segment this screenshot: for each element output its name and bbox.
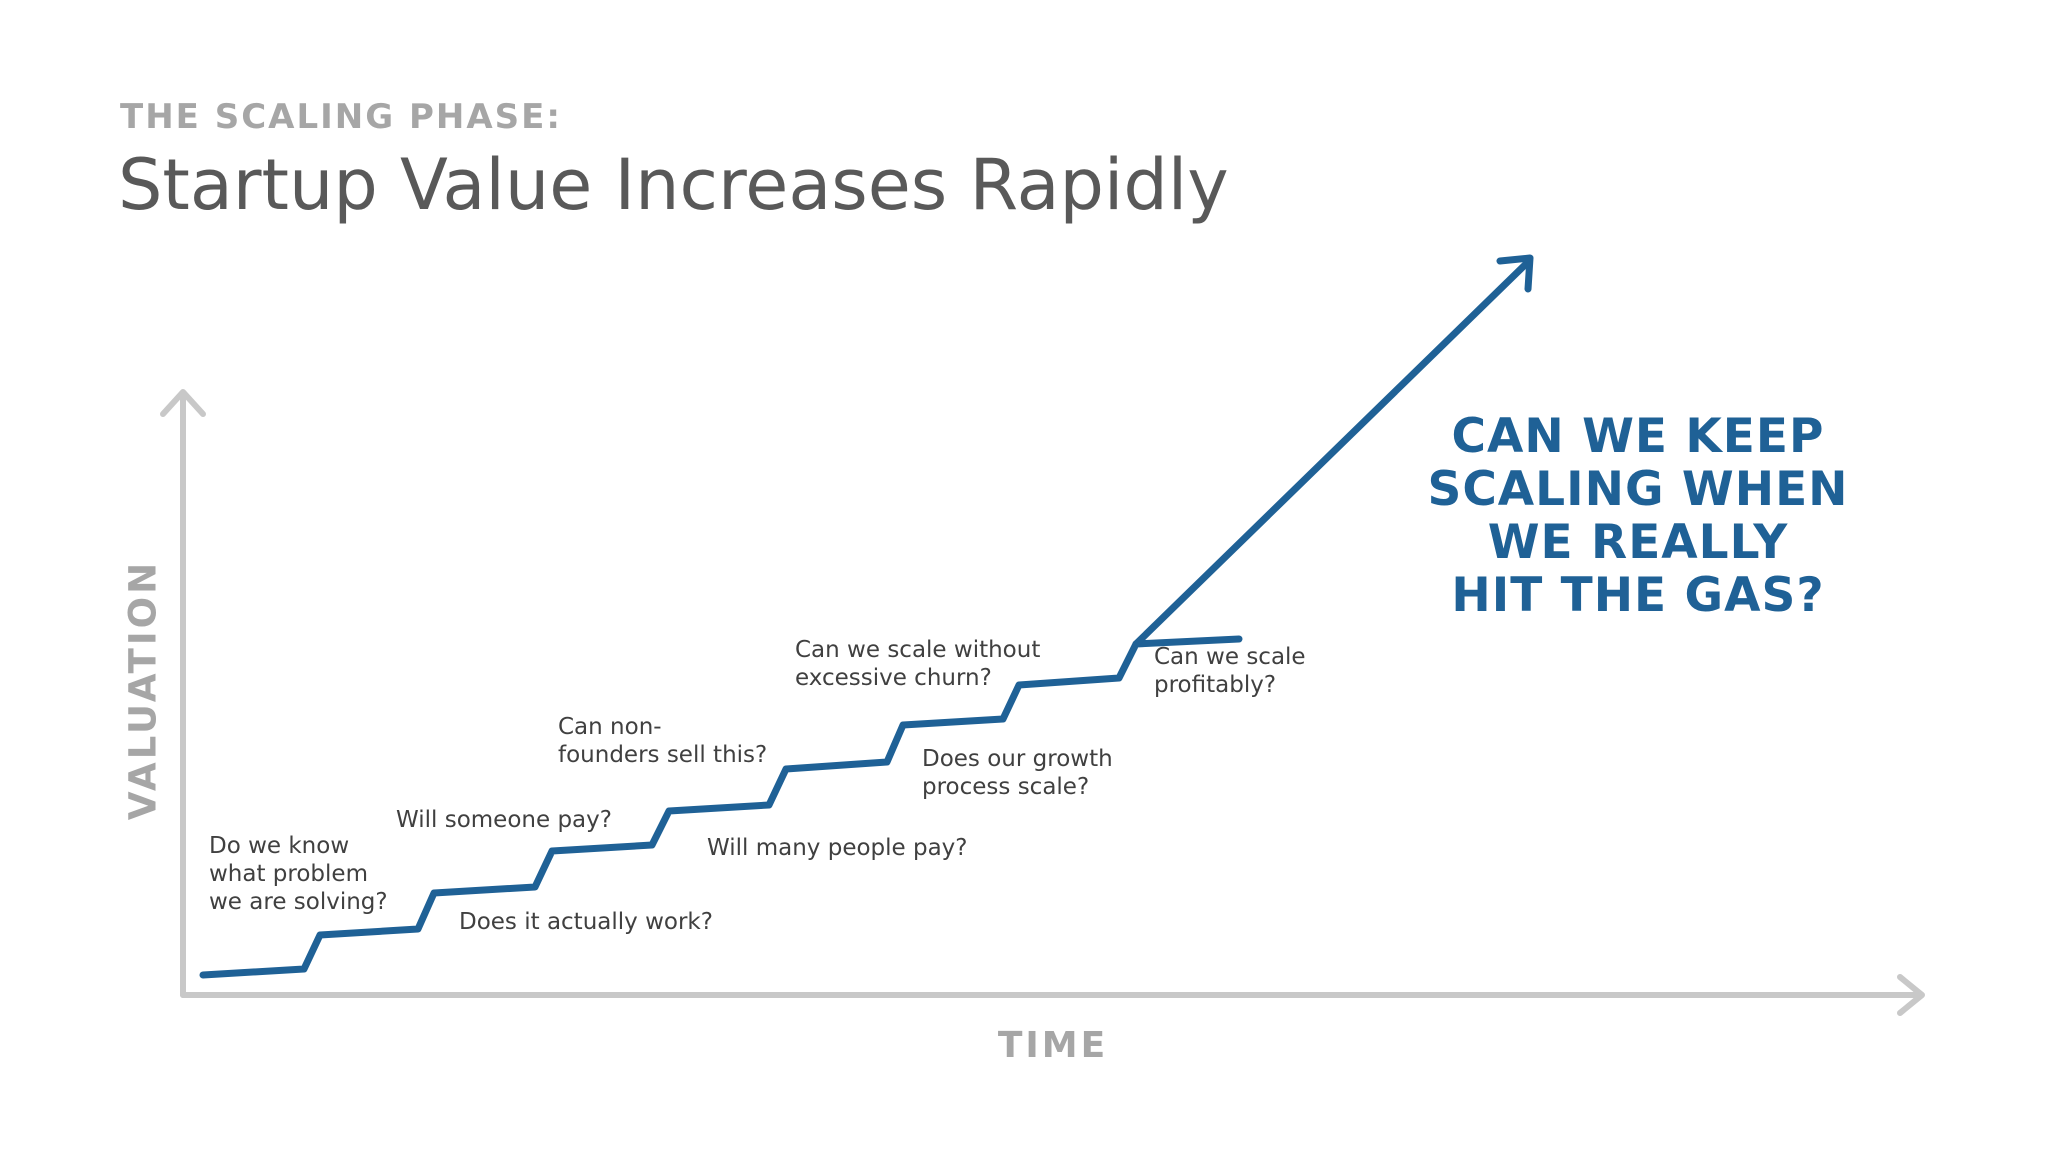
question-line: Do we know bbox=[209, 833, 350, 859]
y-axis-arrowhead bbox=[160, 389, 206, 417]
valuation-staircase-line bbox=[199, 635, 1243, 979]
question-line: we are solving? bbox=[209, 889, 388, 915]
question-line: what problem bbox=[209, 861, 368, 887]
question-line: Does it actually work? bbox=[459, 909, 713, 935]
question-line: founders sell this? bbox=[558, 742, 768, 768]
question-label: Can we scale profitably? bbox=[1154, 643, 1306, 699]
question-line: Can we scale bbox=[1154, 644, 1306, 670]
question-line: Will someone pay? bbox=[396, 807, 612, 833]
question-line: excessive churn? bbox=[795, 665, 992, 691]
valuation-growth-line bbox=[1132, 258, 1532, 648]
question-line: profitably? bbox=[1154, 672, 1277, 698]
x-axis-label: TIME bbox=[997, 1025, 1109, 1066]
x-axis-arrowhead bbox=[1897, 974, 1925, 1016]
question-label: Can we scale without excessive churn? bbox=[795, 636, 1040, 692]
question-label: Will many people pay? bbox=[707, 834, 968, 862]
question-label: Do we know what problem we are solving? bbox=[209, 832, 388, 916]
slide-title: Startup Value Increases Rapidly bbox=[118, 144, 1229, 226]
callout-line: HIT THE GAS? bbox=[1451, 568, 1825, 623]
callout-line: SCALING WHEN bbox=[1427, 462, 1849, 517]
y-axis bbox=[160, 389, 206, 998]
question-label: Does it actually work? bbox=[459, 908, 713, 936]
valuation-curve bbox=[199, 254, 1534, 979]
question-line: Can we scale without bbox=[795, 637, 1041, 663]
callout-question: CAN WE KEEP SCALING WHEN WE REALLY HIT T… bbox=[1378, 410, 1898, 622]
question-line: process scale? bbox=[922, 774, 1090, 800]
question-label: Does our growth process scale? bbox=[922, 745, 1113, 801]
question-line: Does our growth bbox=[922, 746, 1113, 772]
growth-arrowhead bbox=[1496, 254, 1534, 293]
callout-line: CAN WE KEEP bbox=[1451, 409, 1825, 464]
callout-line: WE REALLY bbox=[1487, 515, 1789, 570]
question-label: Will someone pay? bbox=[396, 806, 612, 834]
y-axis-label: VALUATION bbox=[121, 559, 165, 821]
slide-kicker: THE SCALING PHASE: bbox=[120, 97, 562, 137]
question-line: Will many people pay? bbox=[707, 835, 968, 861]
question-line: Can non- bbox=[558, 714, 662, 740]
x-axis bbox=[180, 974, 1925, 1016]
question-label: Can non- founders sell this? bbox=[558, 713, 767, 769]
